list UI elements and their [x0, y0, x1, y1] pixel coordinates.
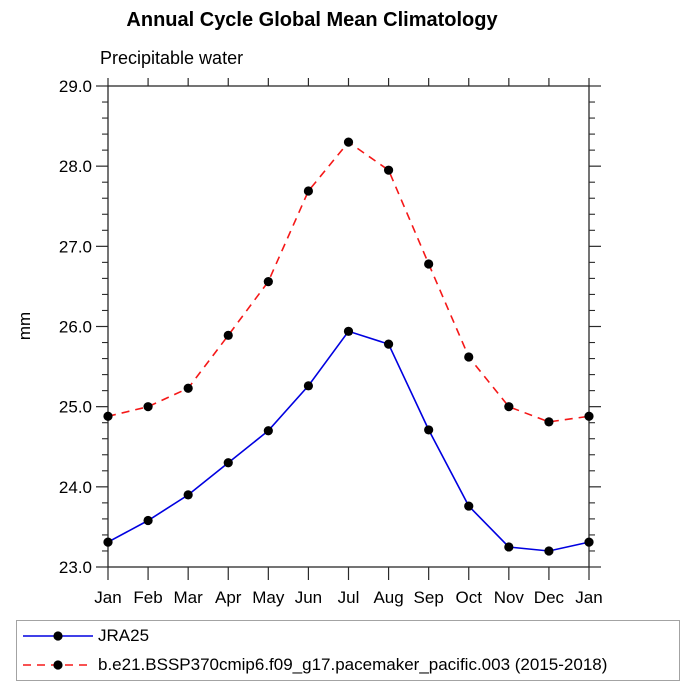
series-markers-1 [103, 137, 594, 427]
x-tick-label: Dec [534, 588, 565, 607]
series-line-0 [107, 330, 590, 552]
line-chart-canvas: Jan Feb Mar Apr May Jun Jul Aug Sep Oct Nov Dec Jan2… [15, 77, 603, 607]
data-point [343, 326, 354, 336]
data-point [464, 501, 474, 511]
chart-title: Annual Cycle Global Mean Climatology [126, 9, 498, 31]
data-point [544, 546, 554, 556]
data-point [223, 458, 233, 468]
x-tick-label: May [252, 588, 285, 607]
data-point [424, 259, 434, 269]
y-tick-label: 29.0 [59, 77, 92, 96]
legend-entry-pacemaker: b.e21.BSSP370cmip6.f09_g17.pacemaker_pac… [21, 652, 679, 678]
legend-entry-jra25: JRA25 [21, 623, 679, 649]
plot-frame [107, 85, 590, 568]
y-tick-label: 26.0 [59, 318, 92, 337]
data-point [504, 542, 514, 552]
y-tick-label: 25.0 [59, 398, 92, 417]
data-point [143, 515, 153, 526]
x-tick-label: Sep [414, 588, 444, 607]
x-tick-label: Apr [215, 588, 242, 607]
data-point [263, 277, 273, 287]
data-point [303, 381, 314, 391]
data-point [183, 383, 193, 393]
series-markers-0 [103, 326, 594, 556]
x-tick-label: Mar [174, 588, 204, 607]
data-point [103, 537, 113, 547]
data-point [103, 411, 113, 421]
legend-label-pacemaker: b.e21.BSSP370cmip6.f09_g17.pacemaker_pac… [98, 654, 608, 674]
x-axis-ticks [107, 78, 590, 580]
chart-legend: JRA25 b.e21.BSSP370cmip6.f09_g17.pacemak… [16, 620, 680, 681]
data-point [143, 402, 153, 412]
legend-line-sample-dashed [23, 660, 93, 670]
data-point [584, 411, 594, 421]
y-tick-label: 27.0 [59, 237, 92, 256]
y-axis-title: mm [15, 312, 34, 340]
y-tick-label: 23.0 [59, 558, 92, 577]
series-line-1 [107, 141, 590, 423]
data-point [504, 402, 514, 412]
y-axis-ticks [96, 85, 601, 568]
data-point [383, 165, 394, 175]
chart-subtitle: Precipitable water [100, 48, 244, 68]
data-point [544, 417, 554, 427]
x-tick-label: Nov [494, 588, 525, 607]
legend-line-sample-solid [23, 631, 93, 641]
x-tick-label: Jan [575, 588, 602, 607]
data-point [223, 330, 233, 340]
x-tick-label: Jun [295, 588, 322, 607]
y-tick-label: 24.0 [59, 478, 92, 497]
data-point [183, 490, 193, 500]
x-tick-label: Aug [373, 588, 403, 607]
x-axis-labels: Jan Feb Mar Apr May Jun Jul Aug Sep Oct Nov Dec Jan [94, 588, 602, 607]
y-tick-label: 28.0 [59, 157, 92, 176]
x-tick-label: Feb [133, 588, 162, 607]
x-tick-label: Oct [456, 588, 483, 607]
data-point [584, 537, 594, 547]
data-point [424, 425, 434, 435]
x-tick-label: Jul [338, 588, 360, 607]
data-point [383, 339, 394, 349]
y-axis-labels: 23.0 24.0 25.0 26.0 27.0 28.0 29.0 [59, 77, 92, 577]
data-point [464, 352, 474, 362]
data-point [303, 186, 314, 196]
data-point [343, 137, 354, 147]
data-point [263, 426, 273, 436]
x-tick-label: Jan [94, 588, 121, 607]
legend-label-jra25: JRA25 [98, 626, 150, 646]
